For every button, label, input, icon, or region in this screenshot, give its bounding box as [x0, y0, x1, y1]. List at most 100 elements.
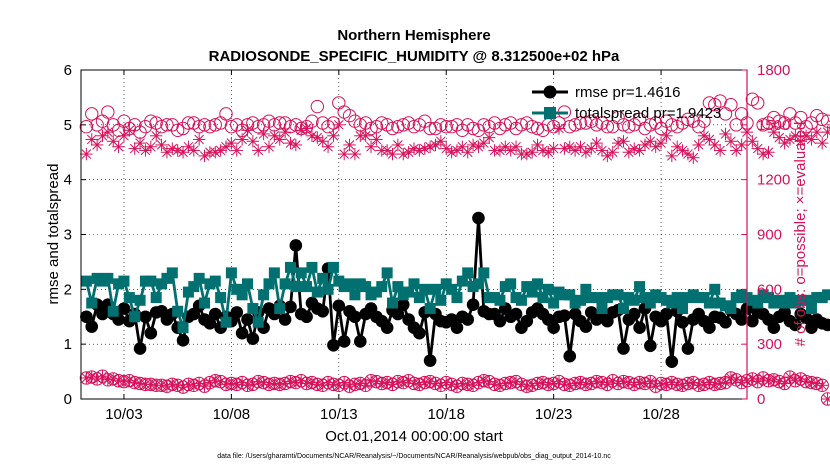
y-tick-label: 3	[64, 227, 72, 244]
evaluated-obs-lower-point	[660, 378, 673, 391]
evaluated-obs-upper-point	[407, 142, 421, 155]
totalspread-pr-1-9423-point	[199, 297, 211, 309]
totalspread-pr-1-9423-point	[596, 303, 608, 315]
evaluated-obs-upper-point	[90, 138, 104, 152]
evaluated-obs-upper-point	[493, 144, 507, 157]
y-right-tick-label: 1800	[757, 62, 790, 79]
evaluated-obs-upper-point	[687, 151, 700, 164]
evaluated-obs-upper-point	[756, 147, 770, 161]
evaluated-obs-upper-point	[418, 142, 431, 155]
possible-obs-upper-point	[407, 119, 421, 134]
totalspread-pr-1-9423-point	[376, 281, 388, 293]
rmse-pr-1-4616-point	[767, 321, 781, 335]
evaluated-obs-lower-point	[515, 378, 528, 391]
rmse-pr-1-4616-point	[144, 326, 158, 340]
axis-ticks: 10/03 10/08 10/13 10/18 10/23 10/28 0 1 2 3 4 5 6 0 30…	[64, 62, 791, 423]
evaluated-obs-lower-point	[472, 376, 485, 389]
possible-obs-upper-point	[79, 119, 94, 134]
x-tick-label: 10/03	[105, 406, 143, 423]
evaluated-obs-lower-point	[295, 374, 308, 387]
evaluated-obs-upper-point	[509, 140, 523, 153]
totalspread-pr-1-9423-point	[805, 303, 817, 315]
y-tick-label: 4	[64, 172, 72, 189]
evaluated-obs-lower-point	[413, 378, 426, 391]
possible-obs-upper-point	[160, 118, 174, 132]
totalspread-pr-1-9423-point	[451, 292, 463, 304]
evaluated-obs-lower-point	[187, 379, 200, 392]
totalspread-pr-1-9423-point	[220, 316, 232, 328]
evaluated-obs-lower-point	[654, 377, 668, 390]
totalspread-pr-1-9423-point	[301, 281, 313, 293]
rmse-pr-1-4616-point	[493, 314, 507, 328]
evaluated-obs-upper-point	[171, 144, 184, 157]
evaluated-obs-upper-point	[209, 146, 222, 159]
possible-obs-upper-point	[128, 118, 142, 132]
rmse-pr-1-4616-point	[617, 342, 630, 355]
rmse-pr-1-4616-point	[799, 311, 813, 325]
evaluated-obs-upper-point	[337, 147, 351, 161]
evaluated-obs-upper-point	[746, 135, 759, 148]
evaluated-obs-upper-point	[815, 136, 829, 150]
totalspread-pr-1-9423-point	[515, 294, 527, 306]
rmse-pr-1-4616-point	[627, 307, 641, 321]
rmse-pr-1-4616-point	[423, 354, 437, 367]
totalspread-pr-1-9423-point	[413, 292, 425, 304]
evaluated-obs-upper-point	[225, 136, 238, 150]
totalspread-pr-1-9423-point	[306, 261, 318, 273]
rmse-pr-1-4616-point	[241, 313, 254, 326]
evaluated-obs-upper-point	[246, 135, 260, 148]
evaluated-obs-lower-point	[611, 377, 625, 390]
chart-subtitle: RADIOSONDE_SPECIFIC_HUMIDITY @ 8.312500e…	[209, 48, 620, 65]
possible-obs-upper-point	[579, 116, 593, 130]
evaluated-obs-upper-point	[617, 135, 630, 148]
evaluated-obs-lower-point	[815, 379, 829, 392]
x-tick-label: 10/13	[320, 406, 358, 423]
rmse-pr-1-4616-point	[676, 315, 689, 329]
totalspread-pr-1-9423-point	[575, 294, 586, 306]
evaluated-obs-lower-point	[703, 376, 716, 389]
totalspread-pr-1-9423-point	[274, 303, 286, 315]
evaluated-obs-upper-point	[128, 142, 141, 155]
evaluated-obs-lower-point	[166, 378, 179, 391]
evaluated-obs-upper-point	[192, 133, 206, 146]
y-tick-label: 6	[64, 62, 72, 79]
evaluated-obs-upper-point	[638, 138, 652, 152]
evaluated-obs-upper-point	[149, 129, 163, 142]
rmse-pr-1-4616-point	[235, 326, 249, 340]
rmse-pr-1-4616-point	[208, 307, 222, 321]
totalspread-pr-1-9423-point	[327, 261, 339, 273]
evaluated-obs-lower-point	[547, 377, 560, 390]
totalspread-pr-1-9423-point	[800, 294, 812, 306]
evaluated-obs-upper-point	[445, 146, 458, 159]
evaluated-obs-lower-point	[789, 374, 802, 387]
possible-obs-upper-point	[144, 114, 158, 128]
totalspread-pr-1-9423-point	[456, 275, 468, 287]
rmse-pr-1-4616-point	[719, 315, 732, 329]
evaluated-obs-lower-point	[380, 376, 394, 389]
x-tick-label: 10/23	[535, 406, 573, 423]
totalspread-pr-1-9423-point	[752, 297, 764, 309]
rmse-pr-1-4616-point	[246, 332, 260, 345]
evaluated-obs-upper-point	[166, 142, 179, 155]
legend-totalspread-label: totalspread pr=1.9423	[575, 105, 721, 122]
evaluated-obs-upper-point	[821, 125, 830, 139]
possible-obs-upper-point	[772, 114, 786, 128]
rmse-pr-1-4616-point	[176, 334, 190, 347]
possible-obs-upper-point	[342, 108, 357, 123]
evaluated-obs-upper-point	[547, 142, 560, 155]
rmse-pr-1-4616-point	[461, 313, 475, 326]
rmse-pr-1-4616-point	[660, 307, 673, 321]
possible-obs-upper-point	[305, 114, 319, 128]
rmse-pr-1-4616-point	[133, 342, 147, 355]
evaluated-obs-upper-point	[348, 147, 362, 161]
possible-obs-upper-point	[434, 118, 448, 132]
evaluated-obs-upper-point	[713, 144, 727, 157]
evaluated-obs-upper-point	[230, 144, 243, 157]
possible-obs-upper-point	[573, 116, 588, 130]
evaluated-obs-lower-point	[423, 375, 437, 388]
possible-obs-upper-point	[230, 118, 244, 132]
possible-obs-upper-point	[85, 107, 99, 121]
rmse-pr-1-4616-point	[203, 317, 217, 330]
possible-obs-upper-point	[751, 96, 765, 110]
evaluated-obs-upper-point	[611, 136, 625, 150]
